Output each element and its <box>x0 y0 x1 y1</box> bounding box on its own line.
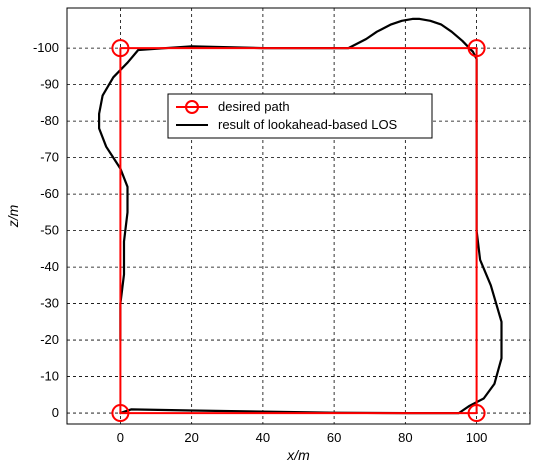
result-path-line <box>97 17 503 415</box>
x-tick-label: 20 <box>184 430 198 445</box>
waypoint-marker <box>467 39 486 58</box>
legend-label-desired-path: desired path <box>218 99 290 114</box>
y-tick-label: -70 <box>40 150 59 165</box>
waypoint-marker <box>467 404 486 423</box>
x-tick-label: 100 <box>466 430 488 445</box>
desired-path-line <box>119 47 478 415</box>
y-tick-label: -100 <box>33 40 59 55</box>
y-tick-label: -10 <box>40 369 59 384</box>
y-tick-label: -50 <box>40 223 59 238</box>
x-tick-label: 80 <box>398 430 412 445</box>
y-tick-label: -40 <box>40 259 59 274</box>
series-layer <box>97 17 503 423</box>
y-tick-label: -30 <box>40 296 59 311</box>
legend: desired path result of lookahead-based L… <box>167 93 433 139</box>
legend-box <box>167 93 433 139</box>
tick-labels: 0 20 40 60 80 100 0 -10 -20 -30 -40 -50 -60 -70 -80 -90… <box>33 40 487 445</box>
waypoint-marker <box>111 39 130 58</box>
x-tick-label: 40 <box>256 430 270 445</box>
legend-label-result: result of lookahead-based LOS <box>218 117 398 132</box>
y-tick-label: -20 <box>40 332 59 347</box>
y-tick-label: -60 <box>40 186 59 201</box>
x-axis-label: x/m <box>286 447 310 463</box>
x-tick-label: 0 <box>117 430 124 445</box>
y-tick-label: -80 <box>40 113 59 128</box>
legend-marker-desired-path <box>185 100 199 114</box>
plot-frame <box>66 7 531 425</box>
y-tick-label: -90 <box>40 77 59 92</box>
y-axis-label: z/m <box>5 204 21 228</box>
y-tick-label: 0 <box>52 405 59 420</box>
x-tick-label: 60 <box>327 430 341 445</box>
waypoint-marker <box>111 404 130 423</box>
